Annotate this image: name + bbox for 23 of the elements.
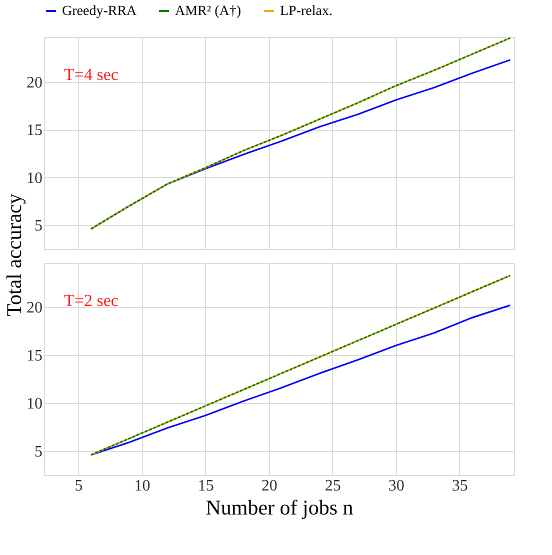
legend-label: Greedy-RRA [62,4,138,19]
line-series [90,274,511,456]
x-tick-label: 25 [324,478,341,494]
y-tick-label: 20 [26,74,42,92]
y-tick-label: 15 [26,122,42,140]
x-tick-label: 35 [452,478,468,494]
x-tick-label: 10 [134,478,150,494]
annotation: T=2 sec [64,291,119,310]
x-tick-label: 15 [198,478,214,494]
x-tick-label: 30 [388,478,404,494]
y-tick-label: 5 [34,444,42,461]
y-tick-label: 20 [26,300,42,317]
y-axis-title: Total accuracy [2,193,26,316]
y-tick-label: 5 [34,218,42,235]
x-axis-title: Number of jobs n [206,496,354,520]
x-tick-label: 20 [261,478,278,494]
y-tick-label: 10 [26,396,42,413]
y-tick-label: 10 [26,170,42,187]
y-tick-label: 15 [26,348,42,365]
legend-label: AMR² (A†) [175,4,242,19]
x-tick-label: 5 [74,478,83,494]
legend-label: LP-relax. [280,4,332,19]
annotation: T=4 sec [64,65,119,84]
